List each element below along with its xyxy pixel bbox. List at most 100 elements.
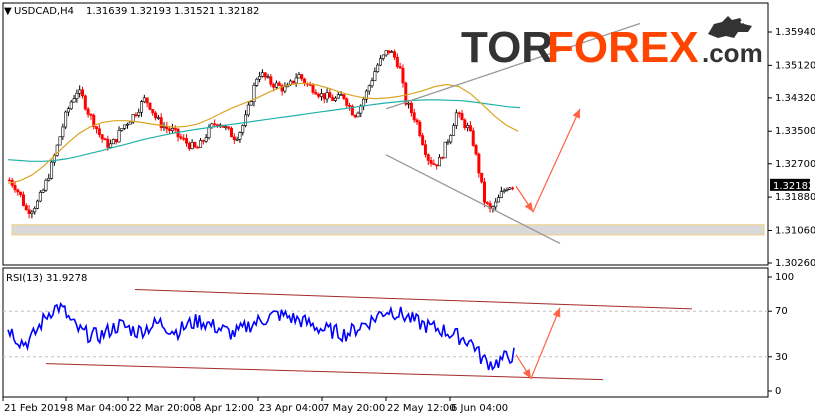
candle-body xyxy=(314,92,318,95)
rsi-tick-label: 70 xyxy=(775,306,788,317)
candle-body xyxy=(190,142,194,150)
rsi-tick-label: 0 xyxy=(775,386,781,397)
support-zone xyxy=(11,224,765,236)
candle-body xyxy=(468,125,472,131)
candle-body xyxy=(387,50,391,53)
candle-body xyxy=(75,92,79,99)
ohlc-high: 1.32193 xyxy=(130,6,171,17)
candle-body xyxy=(339,94,343,96)
candle-body xyxy=(258,76,262,80)
candle-body xyxy=(505,188,509,191)
candle-body xyxy=(317,93,321,97)
candle-body xyxy=(213,123,217,126)
candle-body xyxy=(362,98,366,107)
candle-body xyxy=(168,128,172,131)
candle-body xyxy=(24,205,28,211)
forecast-arrowhead-down xyxy=(524,202,533,212)
candle-body xyxy=(384,50,388,56)
candle-body xyxy=(36,200,40,209)
candle-body xyxy=(277,82,281,86)
candle-body xyxy=(322,93,326,100)
candle-body xyxy=(381,54,385,59)
candle-body xyxy=(182,137,186,140)
current-price-label: 1.32182 xyxy=(773,181,814,192)
candle-body xyxy=(134,114,138,116)
candle-body xyxy=(291,80,295,84)
candle-body xyxy=(232,136,236,141)
candle-body xyxy=(255,78,259,86)
candle-body xyxy=(319,93,323,97)
candle-body xyxy=(331,97,335,101)
candle-body xyxy=(165,126,169,130)
candle-body xyxy=(449,135,453,143)
candle-body xyxy=(89,114,93,116)
candle-body xyxy=(269,76,273,85)
candle-body xyxy=(38,192,42,202)
candle-body xyxy=(283,86,287,92)
candle-body xyxy=(446,141,450,144)
candle-body xyxy=(61,126,65,138)
candle-body xyxy=(421,135,425,145)
candle-body xyxy=(224,126,228,129)
candle-body xyxy=(125,123,129,126)
rsi-title: RSI(13) 31.9278 xyxy=(6,273,87,284)
candle-body xyxy=(244,114,248,126)
moving-average-slow-line xyxy=(7,99,521,162)
candle-body xyxy=(440,157,444,159)
candle-body xyxy=(342,94,346,99)
candle-body xyxy=(193,142,197,148)
candle-body xyxy=(266,76,270,79)
candle-body xyxy=(404,82,408,105)
candle-body xyxy=(238,132,242,140)
candle-body xyxy=(390,51,394,53)
candle-body xyxy=(19,191,23,196)
candle-body xyxy=(471,130,475,146)
rsi-tick-label: 100 xyxy=(775,272,794,283)
candle-body xyxy=(423,144,427,155)
candle-body xyxy=(508,187,512,190)
candle-body xyxy=(106,138,110,148)
candle-body xyxy=(452,125,456,136)
candle-body xyxy=(435,164,439,167)
upper-trend-line xyxy=(385,22,641,110)
candle-body xyxy=(83,95,87,110)
current-price-marker xyxy=(770,178,810,191)
candle-body xyxy=(97,128,101,135)
candle-body xyxy=(438,157,442,167)
rsi-tick-label: 30 xyxy=(775,352,788,363)
candle-body xyxy=(78,89,82,94)
time-tick-label: 22 May 12:00 xyxy=(387,403,456,414)
candle-body xyxy=(128,121,132,125)
candle-body xyxy=(235,139,239,141)
candle-body xyxy=(502,190,506,192)
candle-body xyxy=(21,194,25,206)
candle-body xyxy=(274,82,278,88)
candle-body xyxy=(376,64,380,72)
candle-body xyxy=(345,98,349,106)
candle-body xyxy=(454,112,458,126)
chart-menu-arrow-icon[interactable]: ▼ xyxy=(4,6,12,17)
candle-body xyxy=(41,189,45,193)
candle-body xyxy=(120,128,124,131)
candle-body xyxy=(418,121,422,136)
candle-body xyxy=(173,128,177,130)
price-tick-label: 1.32700 xyxy=(775,159,815,170)
time-axis: 21 Feb 2019 8 Mar 04:00 22 Mar 20:00 8 Apr … xyxy=(2,397,508,414)
logo-tor: TOR xyxy=(461,23,553,72)
candle-body xyxy=(364,90,368,100)
candle-body xyxy=(103,138,107,141)
candle-body xyxy=(350,105,354,116)
candle-body xyxy=(109,143,113,148)
candle-body xyxy=(117,130,121,143)
candle-body xyxy=(443,141,447,159)
candle-body xyxy=(482,181,486,203)
candle-body xyxy=(370,80,374,87)
candle-body xyxy=(477,153,481,174)
rsi-forecast-arrowhead-up xyxy=(552,307,561,318)
symbol-label: USDCAD,H4 xyxy=(14,6,74,17)
candle-body xyxy=(328,92,332,98)
candle-body xyxy=(196,146,200,149)
candle-body xyxy=(123,124,127,129)
candle-body xyxy=(426,154,430,161)
